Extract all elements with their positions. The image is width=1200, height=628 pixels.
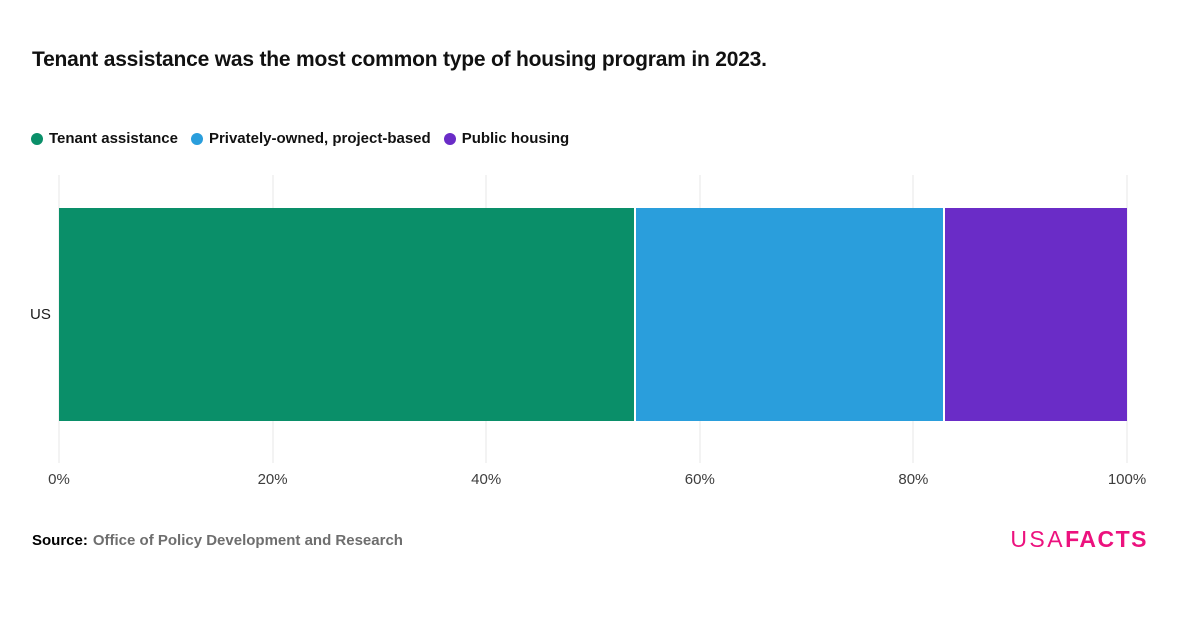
x-tick-label: 100% (1107, 471, 1147, 488)
x-tick-label: 0% (48, 471, 70, 488)
gridline (1126, 175, 1128, 463)
x-tick-label: 20% (257, 471, 288, 488)
legend-item-privately-owned[interactable]: Privately-owned, project-based (190, 130, 431, 147)
x-axis-ticks: 0% 20% 40% 60% 80% 100% (48, 471, 1146, 489)
x-tick-label: 40% (471, 471, 502, 488)
bar-segment-0[interactable] (59, 208, 634, 421)
legend-item-public-housing[interactable]: Public housing (443, 130, 570, 147)
plot-area (58, 175, 1128, 463)
usafacts-logo-facts: FACTS (1065, 526, 1148, 552)
chart-title: Tenant assistance was the most common ty… (32, 48, 767, 71)
source-row: Source: Office of Policy Development and… (32, 532, 403, 549)
legend-dot-icon (443, 132, 456, 145)
source-value: Office of Policy Development and Researc… (92, 532, 403, 549)
legend-label: Public housing (461, 130, 570, 147)
legend: Tenant assistance Privately-owned, proje… (31, 130, 569, 147)
legend-dot-icon (31, 132, 43, 145)
bar-segment-1[interactable] (633, 208, 944, 421)
x-tick-label: 60% (684, 471, 715, 488)
legend-dot-icon (190, 132, 203, 145)
x-tick-label: 80% (898, 471, 929, 488)
legend-label: Tenant assistance (49, 130, 178, 147)
y-axis-category-label: US (30, 306, 51, 323)
usafacts-logo[interactable]: USAFACTS (1010, 528, 1148, 551)
usafacts-logo-usa: USA (1010, 526, 1066, 552)
bar-segment-2[interactable] (943, 208, 1127, 421)
legend-label: Privately-owned, project-based (208, 130, 431, 147)
legend-item-tenant-assistance[interactable]: Tenant assistance (31, 130, 178, 147)
source-label: Source: (32, 532, 88, 549)
stacked-bar (59, 208, 1127, 421)
